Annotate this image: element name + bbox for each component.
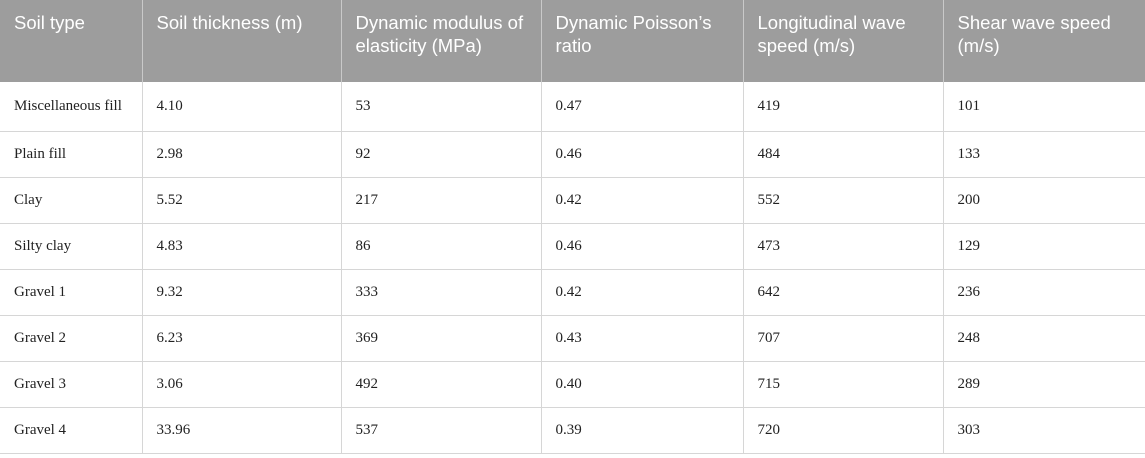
cell-soil-thickness: 3.06 [142, 361, 342, 408]
cell-longitudinal-wave-speed: 642 [743, 269, 944, 316]
cell-shear-wave-speed: 133 [943, 131, 1145, 178]
table-body: Miscellaneous fill 4.10 53 0.47 419 101 … [0, 82, 1145, 454]
cell-poisson-ratio: 0.42 [541, 269, 744, 316]
cell-soil-type: Gravel 2 [0, 315, 143, 362]
cell-longitudinal-wave-speed: 707 [743, 315, 944, 362]
table-row: Gravel 3 3.06 492 0.40 715 289 [0, 361, 1145, 408]
table-row: Gravel 4 33.96 537 0.39 720 303 [0, 407, 1145, 454]
header-soil-type: Soil type [0, 0, 143, 82]
cell-longitudinal-wave-speed: 715 [743, 361, 944, 408]
cell-soil-thickness: 6.23 [142, 315, 342, 362]
cell-poisson-ratio: 0.47 [541, 82, 744, 132]
cell-shear-wave-speed: 289 [943, 361, 1145, 408]
cell-shear-wave-speed: 303 [943, 407, 1145, 454]
table-header: Soil type Soil thickness (m) Dynamic mod… [0, 0, 1145, 82]
cell-soil-type: Gravel 1 [0, 269, 143, 316]
cell-soil-thickness: 2.98 [142, 131, 342, 178]
cell-poisson-ratio: 0.39 [541, 407, 744, 454]
cell-soil-type: Gravel 4 [0, 407, 143, 454]
cell-soil-thickness: 5.52 [142, 177, 342, 224]
table-row: Clay 5.52 217 0.42 552 200 [0, 177, 1145, 224]
cell-longitudinal-wave-speed: 720 [743, 407, 944, 454]
cell-soil-type: Miscellaneous fill [0, 82, 143, 132]
cell-poisson-ratio: 0.46 [541, 223, 744, 270]
cell-dynamic-modulus: 492 [341, 361, 542, 408]
cell-soil-type: Plain fill [0, 131, 143, 178]
cell-poisson-ratio: 0.40 [541, 361, 744, 408]
cell-shear-wave-speed: 129 [943, 223, 1145, 270]
cell-dynamic-modulus: 333 [341, 269, 542, 316]
cell-soil-thickness: 33.96 [142, 407, 342, 454]
cell-longitudinal-wave-speed: 419 [743, 82, 944, 132]
cell-soil-type: Gravel 3 [0, 361, 143, 408]
cell-shear-wave-speed: 236 [943, 269, 1145, 316]
header-soil-thickness: Soil thickness (m) [142, 0, 342, 82]
cell-shear-wave-speed: 248 [943, 315, 1145, 362]
cell-shear-wave-speed: 200 [943, 177, 1145, 224]
cell-dynamic-modulus: 369 [341, 315, 542, 362]
cell-soil-type: Clay [0, 177, 143, 224]
header-dynamic-modulus: Dynamic modulus of elasticity (MPa) [341, 0, 542, 82]
header-longitudinal-wave-speed: Longitudinal wave speed (m/s) [743, 0, 944, 82]
table-row: Miscellaneous fill 4.10 53 0.47 419 101 [0, 82, 1145, 132]
table-row: Gravel 1 9.32 333 0.42 642 236 [0, 269, 1145, 316]
cell-longitudinal-wave-speed: 484 [743, 131, 944, 178]
cell-soil-thickness: 4.10 [142, 82, 342, 132]
cell-dynamic-modulus: 86 [341, 223, 542, 270]
cell-soil-thickness: 9.32 [142, 269, 342, 316]
cell-poisson-ratio: 0.43 [541, 315, 744, 362]
cell-soil-thickness: 4.83 [142, 223, 342, 270]
cell-dynamic-modulus: 53 [341, 82, 542, 132]
cell-soil-type: Silty clay [0, 223, 143, 270]
cell-poisson-ratio: 0.46 [541, 131, 744, 178]
cell-longitudinal-wave-speed: 552 [743, 177, 944, 224]
cell-dynamic-modulus: 537 [341, 407, 542, 454]
table-row: Gravel 2 6.23 369 0.43 707 248 [0, 315, 1145, 362]
header-poisson-ratio: Dynamic Poisson’s ratio [541, 0, 744, 82]
cell-longitudinal-wave-speed: 473 [743, 223, 944, 270]
cell-dynamic-modulus: 92 [341, 131, 542, 178]
header-shear-wave-speed: Shear wave speed (m/s) [943, 0, 1145, 82]
table-row: Silty clay 4.83 86 0.46 473 129 [0, 223, 1145, 270]
cell-shear-wave-speed: 101 [943, 82, 1145, 132]
table-row: Plain fill 2.98 92 0.46 484 133 [0, 131, 1145, 178]
header-row: Soil type Soil thickness (m) Dynamic mod… [0, 0, 1145, 82]
cell-poisson-ratio: 0.42 [541, 177, 744, 224]
cell-dynamic-modulus: 217 [341, 177, 542, 224]
